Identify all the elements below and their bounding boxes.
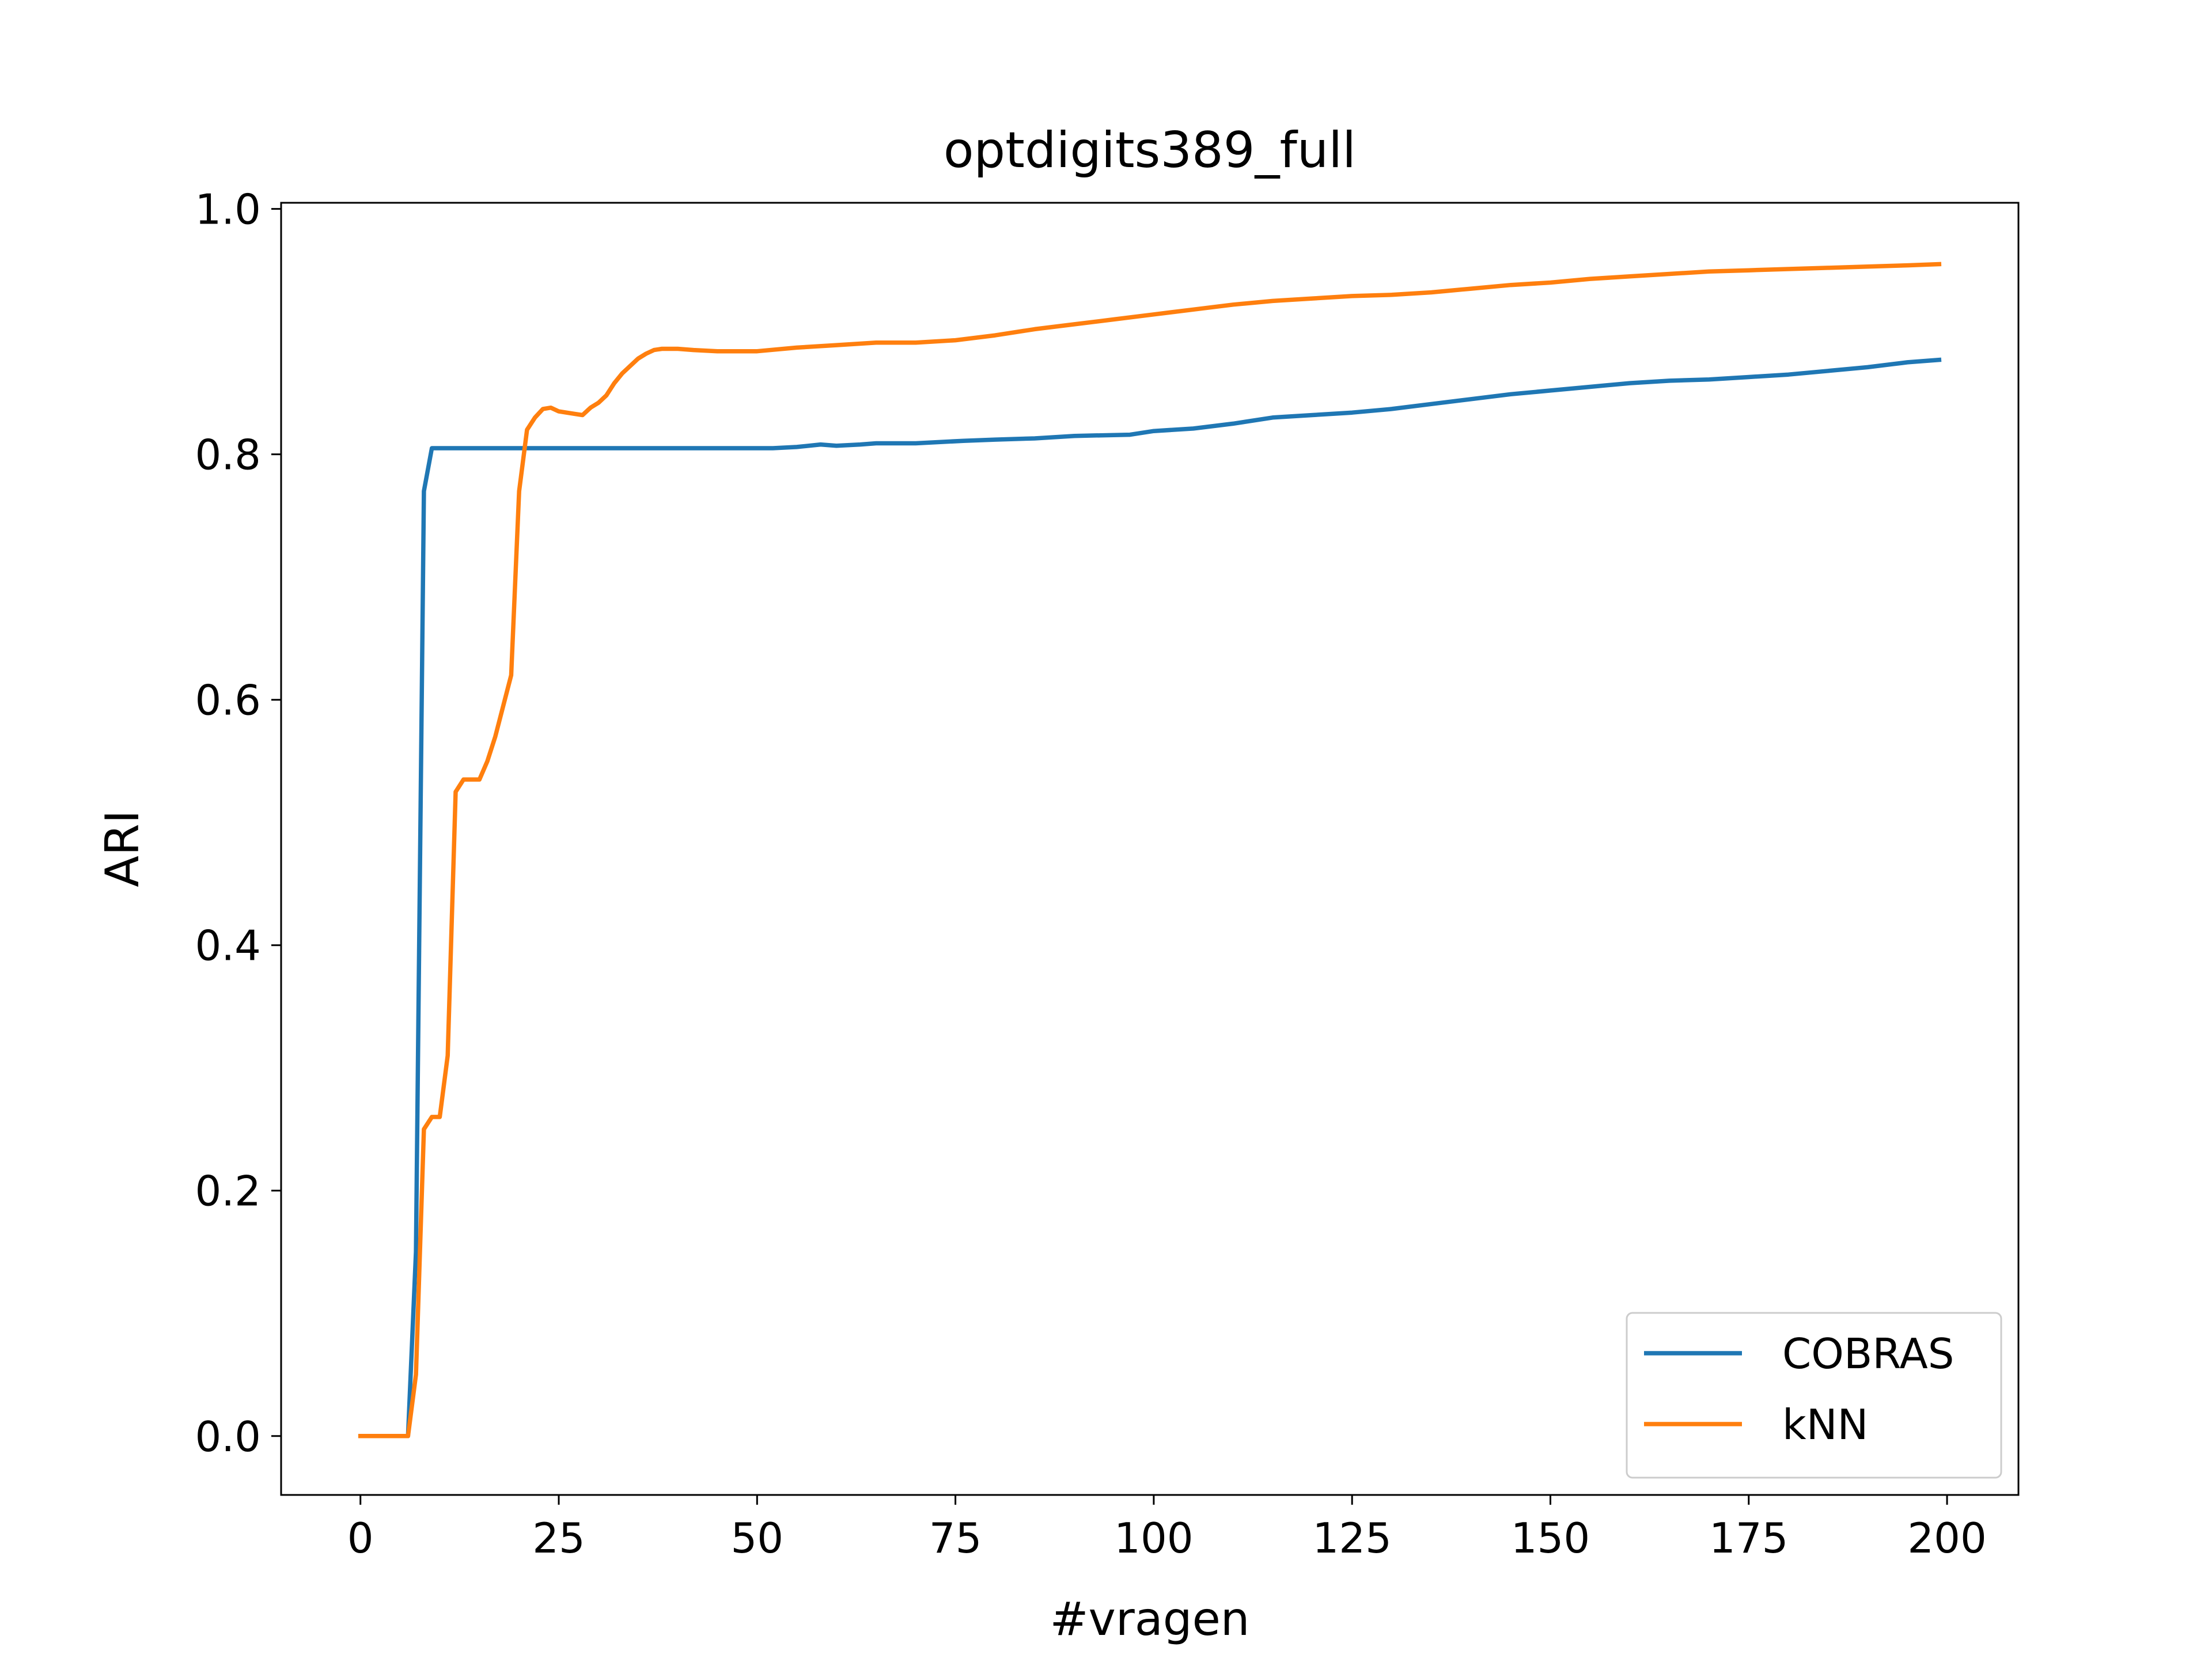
series-line-knn [358, 262, 1942, 1438]
x-tick-label: 175 [1709, 1514, 1788, 1562]
x-tick-label: 150 [1511, 1514, 1590, 1562]
x-axis: 0 25 50 75 100 125 150 175 200 [347, 1495, 1987, 1562]
y-tick-label: 0.6 [195, 676, 261, 725]
x-tick-label: 25 [532, 1514, 585, 1562]
series-line-cobras [358, 357, 1942, 1438]
x-tick-label: 50 [730, 1514, 783, 1562]
chart-title: optdigits389_full [944, 122, 1356, 179]
legend-label-cobras: COBRAS [1782, 1330, 1954, 1378]
y-tick-label: 0.2 [195, 1167, 261, 1216]
x-tick-label: 200 [1907, 1514, 1986, 1562]
x-tick-label: 100 [1114, 1514, 1193, 1562]
y-tick-label: 1.0 [195, 185, 261, 234]
y-tick-label: 0.0 [195, 1413, 261, 1461]
axes-frame [280, 202, 2020, 1496]
y-axis-label: ARI [96, 810, 149, 887]
x-tick-label: 125 [1312, 1514, 1391, 1562]
y-tick-label: 0.8 [195, 431, 261, 479]
legend-label-knn: kNN [1782, 1400, 1868, 1449]
legend: COBRAS kNN [1626, 1312, 2002, 1479]
x-axis-label: #vragen [1050, 1592, 1250, 1646]
x-tick-label: 75 [929, 1514, 982, 1562]
x-tick-label: 0 [347, 1514, 374, 1562]
y-tick-label: 0.4 [195, 922, 261, 970]
y-axis: 0.0 0.2 0.4 0.6 0.8 1.0 [195, 185, 281, 1461]
plot-lines [358, 262, 1942, 1438]
